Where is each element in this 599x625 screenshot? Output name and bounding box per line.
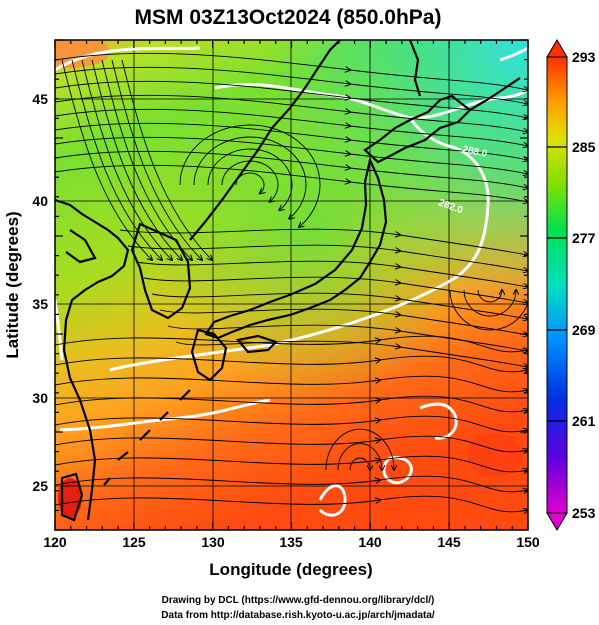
y-tick-label: 45	[32, 91, 48, 107]
y-tick-label: 40	[32, 193, 48, 209]
credit-data: Data from http://database.rish.kyoto-u.a…	[161, 610, 435, 621]
y-tick-label: 25	[32, 478, 48, 494]
x-tick-label: 150	[516, 534, 540, 550]
contour-label: 288.0	[461, 144, 488, 160]
x-axis-label: Longitude (degrees)	[209, 560, 372, 579]
credit-drawing: Drawing by DCL (https://www.gfd-dennou.o…	[162, 595, 435, 606]
map-title: MSM 03Z13Oct2024 (850.0hPa)	[135, 6, 442, 29]
colorbar-tick-label: 261	[572, 413, 596, 429]
y-tick-label: 30	[32, 390, 48, 406]
colorbar-tick-label: 269	[572, 322, 596, 338]
x-tick-label: 135	[279, 534, 303, 550]
y-axis-label: Latitude (degrees)	[3, 211, 22, 358]
y-tick-label: 35	[32, 296, 48, 312]
colorbar-tick-label: 293	[572, 49, 596, 65]
x-tick-label: 140	[358, 534, 382, 550]
x-tick-label: 120	[43, 534, 67, 550]
x-tick-labels: 120 125 130 135 140 145 150	[43, 534, 540, 550]
axis-ticks	[54, 39, 529, 531]
colorbar-tick-label: 253	[572, 505, 596, 521]
colorbar-scale	[546, 56, 568, 514]
colorbar-top-arrow	[546, 39, 568, 58]
x-tick-label: 125	[122, 534, 146, 550]
colorbar-tick-label: 285	[572, 139, 596, 155]
x-tick-label: 145	[437, 534, 461, 550]
colorbar-tick-label: 277	[572, 230, 596, 246]
coastlines	[55, 40, 521, 522]
colorbar: 293 285 277 269 261 253	[546, 39, 596, 531]
y-tick-labels: 25 30 35 40 45	[32, 91, 48, 494]
x-tick-label: 130	[201, 534, 225, 550]
colorbar-bottom-arrow	[546, 512, 568, 531]
